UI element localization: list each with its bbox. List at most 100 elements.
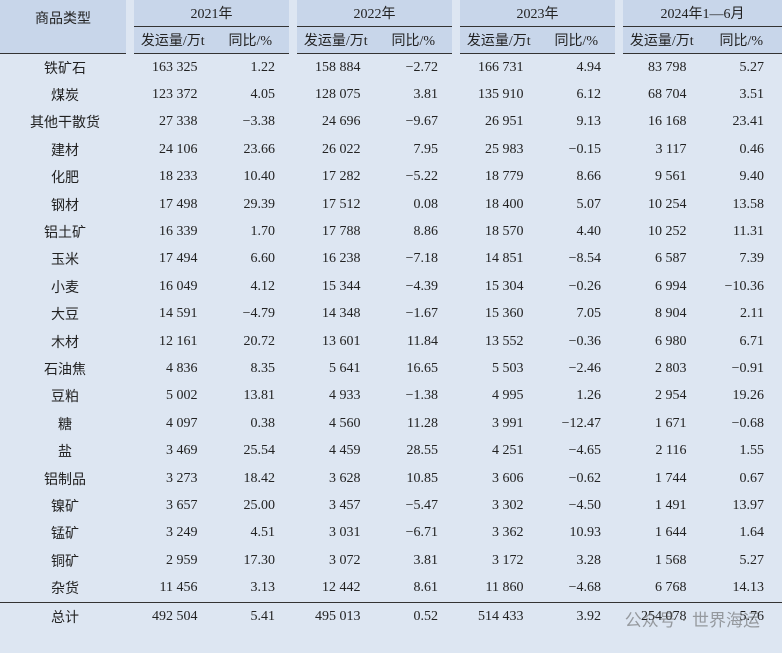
cell: 12 161 <box>159 333 198 349</box>
cell: 13.97 <box>732 497 765 513</box>
cell: 166 731 <box>478 59 524 75</box>
cell: −0.26 <box>568 278 601 294</box>
cell: 17 498 <box>159 196 198 212</box>
table-row: 铝制品 3 273 18.42 3 628 10.85 3 606 −0.62 1 744 0.… <box>0 465 782 492</box>
cell: 6 587 <box>655 251 687 267</box>
table-header: 商品类型 2021年 2022年 2023年 2024年1—6月 发运量/万t 同比/%… <box>0 0 782 54</box>
cell: 3 302 <box>492 497 524 513</box>
cell: 6.12 <box>576 87 602 103</box>
cell: 25.00 <box>243 497 276 513</box>
sub-header: 发运量/万t <box>289 26 375 54</box>
cell: 6 994 <box>655 278 687 294</box>
cell: 0.08 <box>413 196 439 212</box>
sub-header: 同比/% <box>537 26 619 54</box>
cell: −9.67 <box>405 114 438 130</box>
cell: 163 325 <box>152 59 198 75</box>
cell: 3 249 <box>166 525 198 541</box>
row-label: 大豆 <box>51 308 79 324</box>
cell: 8.35 <box>250 360 276 376</box>
cell: −2.72 <box>405 59 438 75</box>
cell: −12.47 <box>561 415 601 431</box>
row-label: 铁矿石 <box>44 61 86 77</box>
year-header: 2021年 <box>126 0 293 27</box>
cell: 12 442 <box>322 580 361 596</box>
cell: 3.81 <box>413 87 439 103</box>
cell: 16 168 <box>648 114 687 130</box>
cell: 1.26 <box>576 388 602 404</box>
cell: 25 983 <box>485 141 524 157</box>
cell: 13 601 <box>322 333 361 349</box>
cell: 18 233 <box>159 169 198 185</box>
cell: 7.39 <box>739 251 765 267</box>
cell: 7.95 <box>413 141 439 157</box>
cell: 6 980 <box>655 333 687 349</box>
cell: 4.94 <box>576 59 602 75</box>
cell: 0.38 <box>250 415 276 431</box>
cell: 27 338 <box>159 114 198 130</box>
cell: 4.05 <box>250 87 276 103</box>
cell: 20.72 <box>243 333 276 349</box>
cell: −4.65 <box>568 443 601 459</box>
row-label: 铝制品 <box>44 472 86 488</box>
row-label: 煤炭 <box>51 89 79 105</box>
row-label: 建材 <box>51 143 79 159</box>
row-label: 糖 <box>58 417 72 433</box>
cell: 3 273 <box>166 470 198 486</box>
cell: −4.79 <box>242 306 275 322</box>
sub-header: 同比/% <box>211 26 293 54</box>
cell: 4.12 <box>250 278 276 294</box>
sub-header: 同比/% <box>700 26 782 54</box>
cell: 19.26 <box>732 388 765 404</box>
row-label: 石油焦 <box>44 362 86 378</box>
table-row: 煤炭 123 372 4.05 128 075 3.81 135 910 6.12 68 70… <box>0 81 782 108</box>
cell: 11.84 <box>407 333 438 349</box>
row-label: 总计 <box>0 601 130 631</box>
cell: 14 851 <box>485 251 524 267</box>
row-label: 杂货 <box>51 582 79 598</box>
cell: 1 568 <box>655 552 687 568</box>
cell: 8.86 <box>413 224 439 240</box>
cell: 24 696 <box>322 114 361 130</box>
table-row: 杂货 11 456 3.13 12 442 8.61 11 860 −4.68 6 768 14… <box>0 574 782 602</box>
row-label: 其他干散货 <box>30 116 100 132</box>
cell: −3.38 <box>242 114 275 130</box>
cell: 24 106 <box>159 141 198 157</box>
table-row: 化肥 18 233 10.40 17 282 −5.22 18 779 8.66 9 561 9… <box>0 164 782 191</box>
cell: 2 954 <box>655 388 687 404</box>
cell: −5.47 <box>405 497 438 513</box>
cell: −4.68 <box>568 580 601 596</box>
cell: −0.36 <box>568 333 601 349</box>
cell: 16.65 <box>406 360 439 376</box>
cell: 1 491 <box>655 497 687 513</box>
cell: 3.13 <box>250 580 276 596</box>
cell: 11 860 <box>485 580 524 596</box>
cell: 13 552 <box>485 333 524 349</box>
cell: 18 400 <box>485 196 524 212</box>
row-label: 小麦 <box>51 280 79 296</box>
cell: −0.15 <box>568 141 601 157</box>
cell: 1 744 <box>655 470 687 486</box>
cell: 6.71 <box>739 333 765 349</box>
cell: −1.67 <box>405 306 438 322</box>
cell: 3.28 <box>576 552 602 568</box>
row-label: 盐 <box>58 445 72 461</box>
cell: 17 512 <box>322 196 361 212</box>
cell: 3.92 <box>537 601 619 631</box>
cell: 17 494 <box>159 251 198 267</box>
cell: 5.27 <box>739 59 765 75</box>
cell: 23.41 <box>732 114 765 130</box>
cell: 5.41 <box>211 601 293 631</box>
cell: 4.51 <box>250 525 276 541</box>
table-row: 锰矿 3 249 4.51 3 031 −6.71 3 362 10.93 1 644 1.64 <box>0 520 782 547</box>
row-label: 玉米 <box>51 253 79 269</box>
cell: 3 031 <box>329 525 361 541</box>
cell: 5.07 <box>576 196 602 212</box>
cell: 8.61 <box>413 580 439 596</box>
cell: 3 657 <box>166 497 198 513</box>
cell: 15 360 <box>485 306 524 322</box>
cell: 5.76 <box>700 601 782 631</box>
table-body: 铁矿石 163 325 1.22 158 884 −2.72 166 731 4.94 83 … <box>0 54 782 631</box>
cell: 5 641 <box>329 360 361 376</box>
cell: 4 560 <box>329 415 361 431</box>
